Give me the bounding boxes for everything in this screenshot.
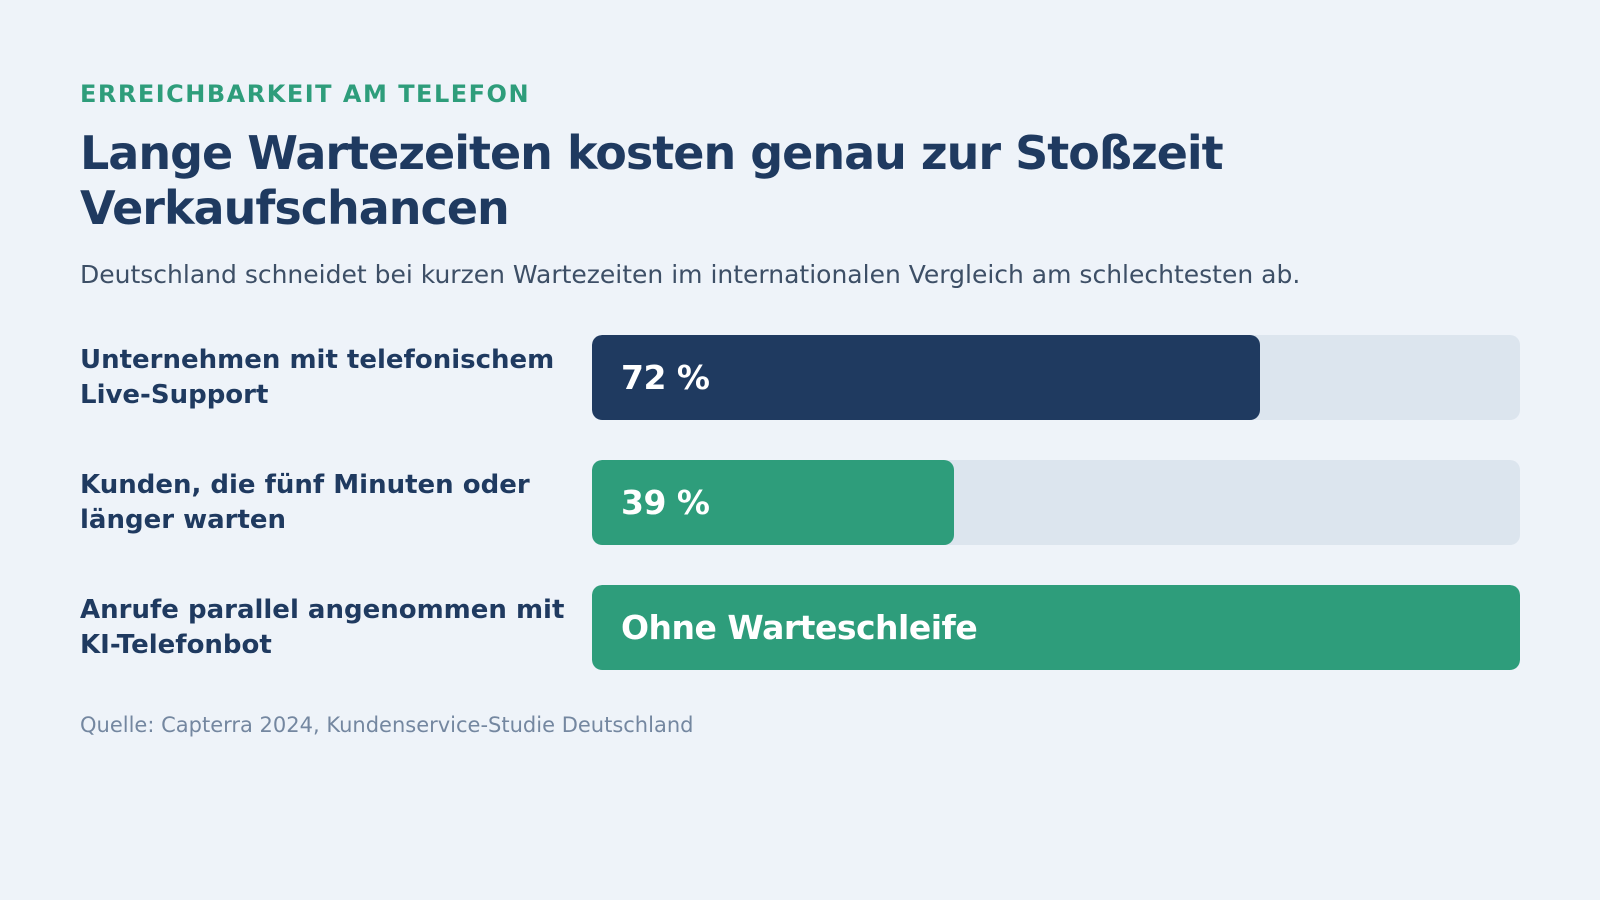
bar-row-live-support: Unternehmen mit telefonischem Live-Suppo… xyxy=(80,335,1520,420)
page-title: Lange Wartezeiten kosten genau zur Stoßz… xyxy=(80,126,1224,235)
category-label-live-support: Unternehmen mit telefonischem Live-Suppo… xyxy=(80,344,555,410)
bar-waiting-customers xyxy=(592,460,954,545)
bar-track-live-support: 72 % xyxy=(592,335,1520,420)
eyebrow-label: ERREICHBARKEIT AM TELEFON xyxy=(80,80,531,108)
category-label-ki-telefonbot: Anrufe parallel angenommen mit KI-Telefo… xyxy=(80,594,565,660)
source-note: Quelle: Capterra 2024, Kundenservice-Stu… xyxy=(80,713,694,737)
bar-track-waiting-customers: 39 % xyxy=(592,460,1520,545)
bar-chart: Unternehmen mit telefonischem Live-Suppo… xyxy=(80,335,1520,670)
data-label-ki-telefonbot: Ohne Warteschleife xyxy=(621,608,978,647)
bar-row-waiting-customers: Kunden, die fünf Minuten oder länger war… xyxy=(80,460,1520,545)
bar-live-support xyxy=(592,335,1261,420)
page-subtitle: Deutschland schneidet bei kurzen Warteze… xyxy=(80,260,1301,289)
bar-ki-telefonbot xyxy=(592,585,1520,670)
data-label-live-support: 72 % xyxy=(621,358,710,397)
bar-row-ki-telefonbot: Anrufe parallel angenommen mit KI-Telefo… xyxy=(80,585,1520,670)
data-label-waiting-customers: 39 % xyxy=(621,483,710,522)
bar-track-ki-telefonbot: Ohne Warteschleife xyxy=(592,585,1520,670)
slide: ERREICHBARKEIT AM TELEFON Lange Wartezei… xyxy=(80,76,1520,740)
category-label-waiting-customers: Kunden, die fünf Minuten oder länger war… xyxy=(80,469,530,535)
